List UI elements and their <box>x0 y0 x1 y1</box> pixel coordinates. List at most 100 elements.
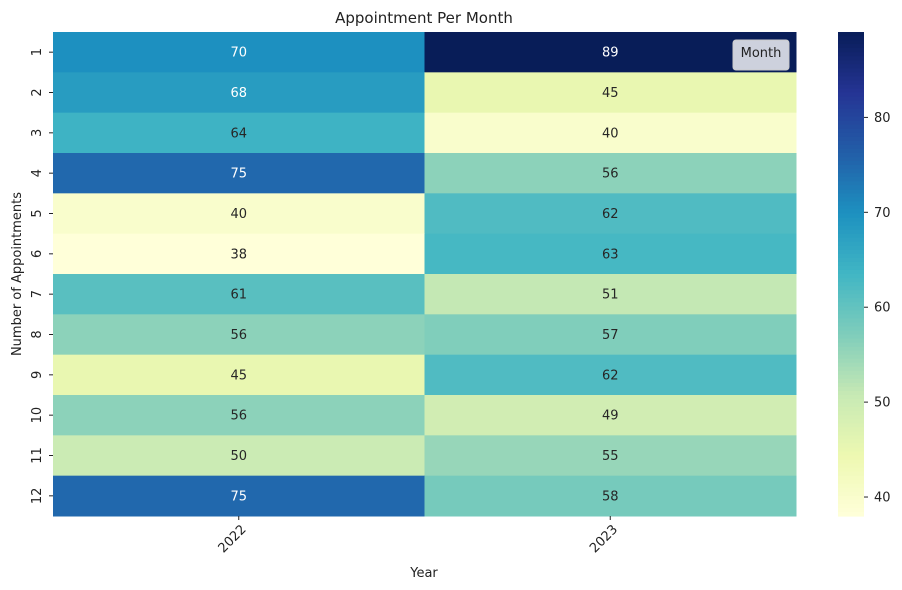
colorbar-segment <box>838 290 864 295</box>
cell-value-label: 40 <box>602 126 619 141</box>
colorbar-segment <box>838 44 864 49</box>
colorbar-segment <box>838 237 864 243</box>
legend-title: Month <box>741 46 782 61</box>
colorbar-segment <box>838 338 864 344</box>
colorbar-segment <box>838 32 864 37</box>
colorbar-tick-label: 80 <box>874 111 891 126</box>
colorbar-segment <box>838 241 864 247</box>
heatmap-cell <box>53 112 425 154</box>
colorbar-segment <box>838 124 864 130</box>
colorbar-segment <box>838 217 864 223</box>
y-tick-label: 12 <box>30 488 45 505</box>
cell-value-label: 64 <box>230 126 247 141</box>
colorbar-segment <box>838 84 864 90</box>
colorbar-segment <box>838 350 864 356</box>
colorbar-segment <box>838 249 864 255</box>
heatmap-cell <box>424 193 797 235</box>
cell-value-label: 58 <box>602 489 619 504</box>
colorbar-tick-label: 60 <box>874 301 891 316</box>
heatmap-cell <box>53 72 425 114</box>
colorbar-segment <box>838 68 864 73</box>
cell-value-label: 62 <box>602 368 619 383</box>
colorbar-segment <box>838 370 864 376</box>
colorbar-segment <box>838 209 864 215</box>
heatmap-cells: 70 89 68 45 64 40 75 56 40 62 38 63 61 51 56 57 45 62 56 49… <box>53 32 797 517</box>
colorbar-segment <box>838 233 864 239</box>
cell-value-label: 56 <box>230 328 247 343</box>
colorbar-segment <box>838 495 864 501</box>
heatmap-cell <box>424 153 797 194</box>
colorbar-segment <box>838 419 864 424</box>
cell-value-label: 45 <box>602 86 619 101</box>
colorbar-segment <box>838 257 864 263</box>
heatmap-cell <box>53 475 425 517</box>
cell-value-label: 38 <box>230 247 247 262</box>
colorbar-segment <box>838 205 864 211</box>
colorbar-segment <box>838 132 864 138</box>
colorbar-segment <box>838 306 864 311</box>
colorbar-segment <box>838 177 864 182</box>
cell-value-label: 40 <box>230 207 247 222</box>
heatmap-cell <box>53 274 425 315</box>
colorbar-segment <box>838 407 864 412</box>
colorbar-segment <box>838 346 864 352</box>
colorbar-segment <box>838 253 864 259</box>
colorbar-segment <box>838 326 864 332</box>
colorbar-segment <box>838 431 864 436</box>
colorbar-segment <box>838 403 864 408</box>
colorbar-segment <box>838 36 864 41</box>
colorbar-segment <box>838 193 864 198</box>
y-tick-label: 3 <box>30 129 45 137</box>
colorbar-segment <box>838 503 864 509</box>
colorbar-segment <box>838 386 864 392</box>
colorbar-segment <box>838 128 864 134</box>
y-tick-label: 8 <box>30 330 45 338</box>
colorbar-segment <box>838 310 864 315</box>
colorbar-segment <box>838 136 864 142</box>
colorbar-segment <box>838 399 864 404</box>
colorbar-segment <box>838 415 864 420</box>
cell-value-label: 57 <box>602 328 619 343</box>
colorbar-segment <box>838 282 864 287</box>
colorbar-segment <box>838 342 864 348</box>
heatmap-cell <box>424 475 797 517</box>
colorbar-segment <box>838 40 864 45</box>
colorbar-segment <box>838 269 864 275</box>
cell-value-label: 62 <box>602 207 619 222</box>
colorbar-segment <box>838 197 864 202</box>
colorbar-segment <box>838 225 864 231</box>
colorbar-tick-label: 50 <box>874 396 891 411</box>
colorbar-segment <box>838 261 864 267</box>
colorbar-tick-label: 70 <box>874 206 891 221</box>
y-tick-label: 11 <box>30 447 45 464</box>
colorbar-segment <box>838 60 864 65</box>
heatmap-cell <box>53 314 425 356</box>
colorbar-segment <box>838 499 864 505</box>
colorbar-segment <box>838 189 864 194</box>
colorbar-segment <box>838 471 864 477</box>
colorbar-segment <box>838 423 864 428</box>
heatmap-cell <box>424 314 797 356</box>
colorbar-segment <box>838 362 864 368</box>
chart-title: Appointment Per Month <box>335 9 513 27</box>
heatmap-cell <box>424 72 797 114</box>
colorbar-segment <box>838 72 864 77</box>
colorbar-segment <box>838 185 864 190</box>
colorbar-segment <box>838 229 864 235</box>
colorbar-segment <box>838 265 864 271</box>
heatmap-cell <box>53 32 425 73</box>
heatmap-cell <box>53 193 425 235</box>
colorbar-segment <box>838 507 864 513</box>
y-tick-label: 1 <box>30 48 45 56</box>
heatmap-cell <box>424 395 797 436</box>
colorbar-tick-label: 40 <box>874 491 891 506</box>
colorbar-segment <box>838 165 864 170</box>
y-tick-label: 4 <box>30 169 45 177</box>
colorbar-segment <box>838 318 864 323</box>
colorbar-segment <box>838 92 864 98</box>
colorbar-segment <box>838 169 864 174</box>
colorbar-segment <box>838 475 864 481</box>
colorbar-segment <box>838 120 864 126</box>
colorbar-segment <box>838 80 864 86</box>
